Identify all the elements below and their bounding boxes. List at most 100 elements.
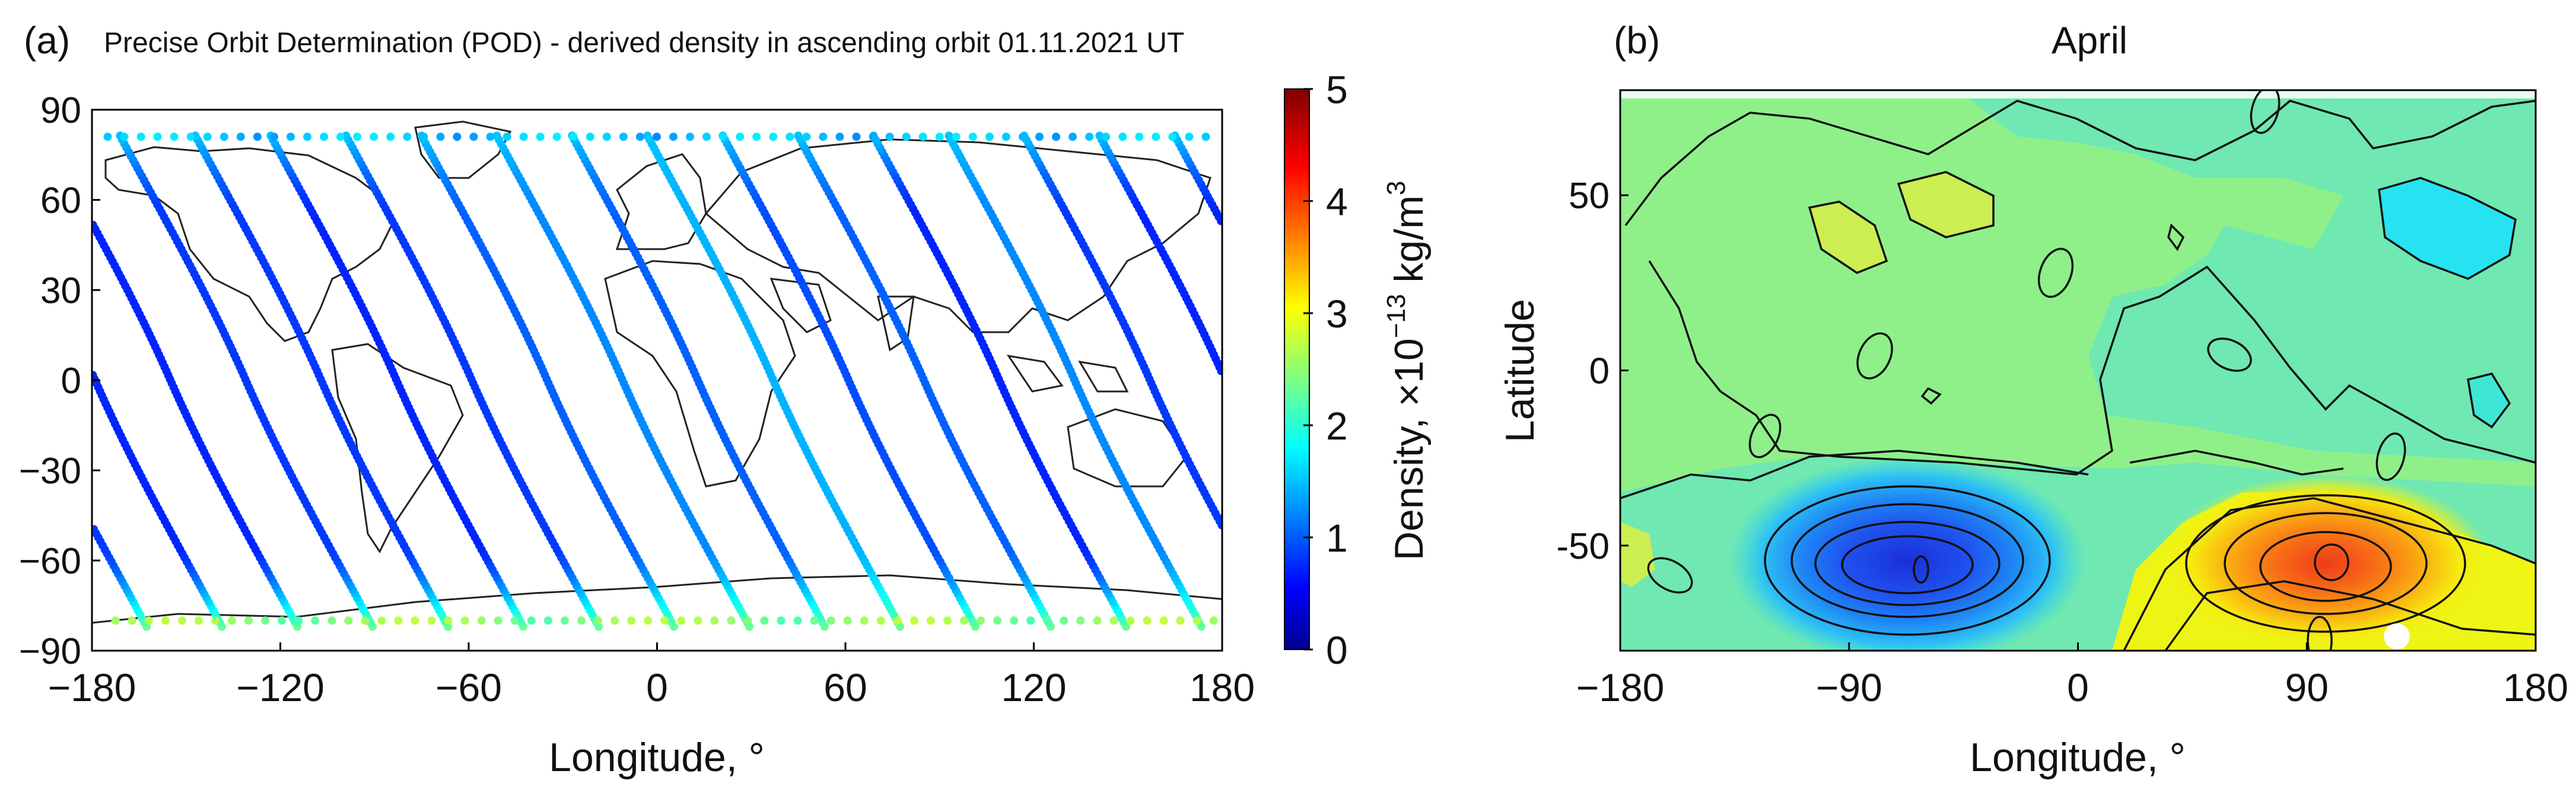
orbit-point-polar — [802, 132, 811, 141]
orbit-point-polar — [586, 132, 594, 141]
orbit-point-polar — [777, 616, 785, 625]
orbit-point-polar — [477, 616, 486, 625]
orbit-point-polar — [320, 132, 329, 141]
orbit-point-polar — [1118, 132, 1127, 141]
orbit-point-polar — [203, 132, 212, 141]
orbit-point-polar — [769, 132, 778, 141]
orbit-point-polar — [336, 132, 345, 141]
panel-a-tag: (a) — [24, 19, 70, 62]
orbit-point-polar — [985, 132, 994, 141]
sw-edge — [1620, 522, 1655, 587]
orbit-point-polar — [810, 616, 819, 625]
orbit-point-polar — [261, 616, 270, 625]
orbit-point-polar — [926, 616, 935, 625]
orbit-point-polar — [170, 132, 179, 141]
orbit-point-polar — [519, 132, 528, 141]
orbit-point — [794, 131, 803, 140]
orbit-point-polar — [427, 616, 436, 625]
panel-a-xtick-label: 180 — [1190, 666, 1255, 709]
orbit-point-polar — [194, 616, 203, 625]
orbit-point-polar — [128, 616, 136, 625]
orbit-point-polar — [686, 132, 695, 141]
orbit-point-polar — [977, 616, 985, 625]
panel-a-axes: −180 −120 −60 0 60 120 180 90 60 30 0 −30 −60 −90 — [19, 90, 1255, 709]
orbit-point-polar — [1093, 616, 1102, 625]
panel-a-xtick-label: −180 — [48, 666, 136, 709]
orbit-point-polar — [1185, 132, 1194, 141]
orbit-point-polar — [253, 132, 262, 141]
panel-a-ytick-label: 0 — [61, 361, 81, 402]
orbit-point-polar — [1076, 616, 1085, 625]
contour-region-cyan-green — [1958, 90, 2536, 463]
orbit-point-polar — [419, 132, 428, 141]
panel-b-title: April — [2052, 19, 2127, 62]
orbit-point-polar — [1052, 132, 1061, 141]
orbit-point-polar — [710, 616, 719, 625]
orbit-point-polar — [1201, 132, 1210, 141]
orbit-point — [1095, 131, 1104, 140]
orbit-point-polar — [536, 132, 545, 141]
orbit-point-polar — [377, 616, 386, 625]
orbit-point-polar — [403, 132, 412, 141]
orbit-point-polar — [444, 616, 453, 625]
orbit-point-polar — [186, 132, 195, 141]
panel-b-ylabel: Latitude — [1497, 299, 1543, 442]
panel-a: (a) Precise Orbit Determination (POD) - … — [19, 19, 1432, 780]
orbit-point-polar — [1192, 616, 1201, 625]
orbit-point-polar — [527, 616, 536, 625]
panel-b-xtick-label: −90 — [1816, 666, 1882, 709]
orbit-point-polar — [1109, 616, 1118, 625]
colorbar-label-unit: kg/m — [1386, 195, 1432, 294]
colorbar-tick-label: 3 — [1326, 292, 1348, 336]
colorbar-tick-label: 2 — [1326, 404, 1348, 448]
orbit-point-polar — [702, 132, 711, 141]
orbit-point-polar — [361, 616, 370, 625]
panel-b-tag: (b) — [1614, 19, 1660, 62]
orbit-point-polar — [303, 132, 311, 141]
orbit-point-polar — [136, 132, 145, 141]
orbit-point-polar — [1043, 616, 1052, 625]
orbit-point-polar — [503, 132, 511, 141]
panel-b-ytick-label: 0 — [1589, 351, 1610, 392]
orbit-point-polar — [153, 132, 162, 141]
orbit-point-polar — [1010, 616, 1019, 625]
panel-b-xtick-label: 180 — [2503, 666, 2568, 709]
colorbar-label-unit-exp: 3 — [1382, 181, 1411, 195]
orbit-tracks — [92, 131, 1222, 631]
orbit-point-polar — [677, 616, 686, 625]
orbit-point-polar — [1126, 616, 1135, 625]
orbit-point-polar — [952, 132, 961, 141]
orbit-point-polar — [1135, 132, 1144, 141]
orbit-point-polar — [909, 616, 918, 625]
colorbar-label-main: Density, ×10 — [1386, 338, 1432, 561]
colorbar-ticks: 0 1 2 3 4 5 — [1303, 68, 1348, 672]
orbit-point-polar — [843, 616, 852, 625]
orbit-point-polar — [161, 616, 170, 625]
orbit-point-polar — [353, 132, 362, 141]
orbit-point-polar — [269, 132, 278, 141]
panel-b-axes: −180 −90 0 90 180 50 0 -50 — [1556, 176, 2568, 709]
orbit-point-polar — [552, 132, 561, 141]
orbit-point-polar — [826, 616, 835, 625]
orbit-point-polar — [278, 616, 287, 625]
orbit-point-polar — [885, 132, 894, 141]
panel-b-contour-map — [1620, 90, 2536, 651]
orbit-point-polar — [120, 132, 129, 141]
orbit-point-polar — [752, 132, 761, 141]
orbit-point-polar — [1085, 132, 1094, 141]
orbit-point — [92, 525, 98, 534]
panel-a-ytick-label: 60 — [40, 180, 81, 221]
orbit-point-polar — [918, 132, 927, 141]
panel-a-ytick-label: −90 — [19, 631, 81, 672]
orbit-point-polar — [436, 132, 445, 141]
orbit-point-polar — [1143, 616, 1152, 625]
orbit-point-polar — [644, 616, 653, 625]
orbit-point-polar — [411, 616, 419, 625]
orbit-point-polar — [819, 132, 828, 141]
orbit-point-polar — [1209, 616, 1218, 625]
orbit-point-polar — [327, 616, 336, 625]
orbit-point-polar — [793, 616, 802, 625]
nw-max-1 — [1809, 202, 1887, 273]
panel-a-xtick-label: 0 — [646, 666, 668, 709]
top-band — [1620, 90, 2536, 98]
